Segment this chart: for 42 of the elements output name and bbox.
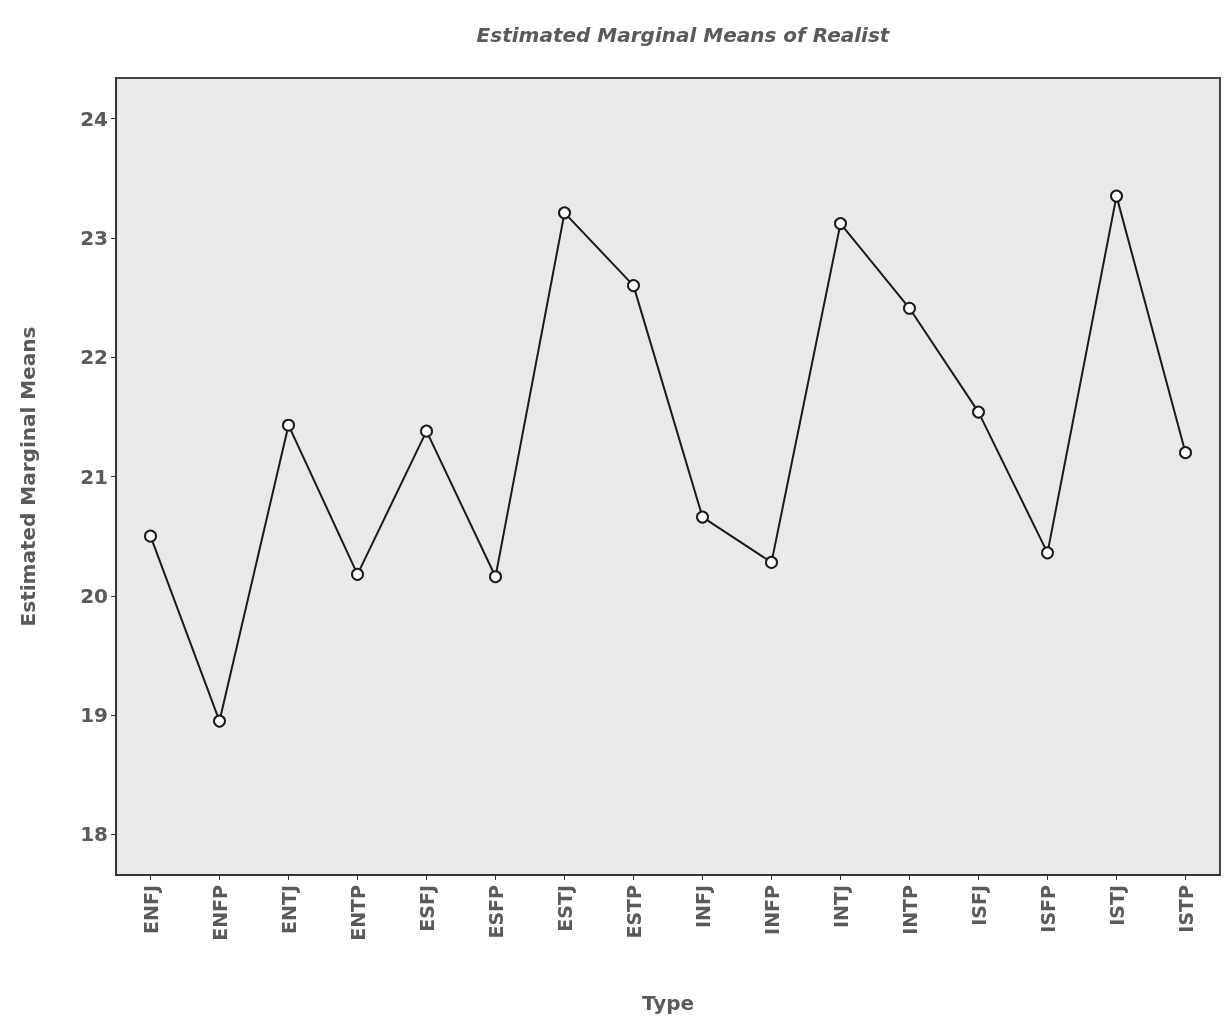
point (489, 570, 502, 584)
x-tick-label: ISFP (1036, 884, 1059, 933)
point (696, 510, 709, 524)
x-tick-label: ISTJ (1105, 885, 1128, 926)
point (972, 405, 985, 419)
x-tick-label: INTP (898, 884, 921, 935)
x-tick-label: ENFJ (139, 885, 162, 934)
x-tick-label: ISFJ (967, 885, 990, 926)
point (627, 279, 640, 293)
point (903, 301, 916, 315)
x-tick-label: ENTP (346, 884, 369, 941)
y-tick-label: 23 (80, 225, 108, 250)
point (144, 529, 157, 543)
y-tick-label: 20 (80, 583, 108, 608)
point (351, 567, 364, 581)
point (834, 217, 847, 231)
x-axis-title: Type (641, 991, 695, 1015)
x-tick-label: ESFP (484, 884, 507, 939)
point (1041, 546, 1054, 560)
x-tick-label: ENTJ (277, 885, 300, 934)
point (765, 555, 778, 569)
x-tick-label: ESTP (622, 884, 645, 939)
point (282, 418, 295, 432)
point (1179, 446, 1192, 460)
x-tick-label: INFP (760, 884, 783, 935)
x-tick-label: INFJ (691, 885, 714, 929)
x-tick-label: INTJ (829, 885, 852, 929)
x-tick-label: ESFJ (415, 885, 438, 932)
y-tick-label: 19 (80, 703, 108, 728)
point (420, 424, 433, 438)
y-tick-label: 21 (80, 464, 108, 489)
x-tick-label: ESTJ (553, 885, 576, 932)
x-tick-label: ENFP (208, 884, 231, 941)
y-axis-title: Estimated Marginal Means (16, 326, 40, 627)
chart-title: Estimated Marginal Means of Realist (476, 23, 891, 47)
x-tick-label: ISTP (1174, 884, 1197, 933)
point (1110, 189, 1123, 203)
y-tick-label: 24 (80, 106, 108, 131)
y-tick-label: 18 (80, 822, 108, 847)
point (213, 714, 226, 728)
point (558, 206, 571, 220)
y-tick-label: 22 (80, 345, 108, 370)
